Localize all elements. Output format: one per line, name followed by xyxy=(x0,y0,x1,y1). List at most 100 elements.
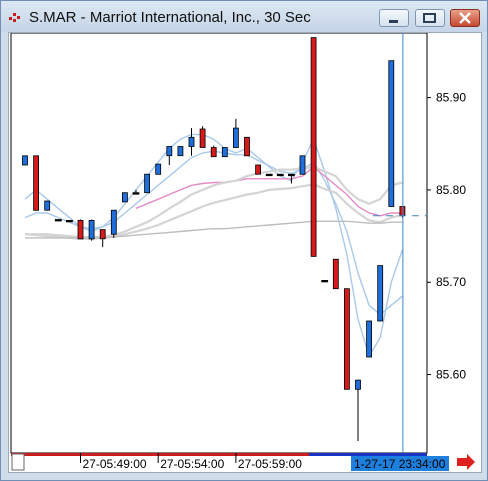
candle-8 xyxy=(110,209,117,238)
title-bar[interactable]: S.MAR - Marriot International, Inc., 30 … xyxy=(1,1,487,32)
candle-body-2 xyxy=(44,200,51,211)
time-axis-strip xyxy=(11,453,427,456)
time-axis-selection-strip xyxy=(309,453,427,456)
candle-body-10 xyxy=(132,192,140,195)
minimize-button[interactable] xyxy=(379,9,409,27)
candle-23 xyxy=(276,173,284,177)
candle-21 xyxy=(255,164,262,175)
candle-body-22 xyxy=(265,173,273,177)
candle-body-20 xyxy=(244,136,250,157)
close-button[interactable] xyxy=(450,9,480,27)
candle-body-31 xyxy=(366,320,373,358)
candle-body-13 xyxy=(166,146,173,157)
candle-body-14 xyxy=(177,146,184,157)
candle-20 xyxy=(244,136,250,157)
candle-1 xyxy=(33,155,40,211)
candle-body-9 xyxy=(122,192,128,203)
close-icon xyxy=(459,12,471,24)
candle-body-33 xyxy=(388,60,395,207)
candle-7 xyxy=(99,229,106,248)
candle-9 xyxy=(122,192,128,203)
price-axis: 85.90 85.80 85.70 85.60 xyxy=(427,91,466,382)
candle-0 xyxy=(22,155,28,166)
arrow-right-icon xyxy=(457,454,475,470)
chart-area[interactable]: 85.90 85.80 85.70 85.60 27-05:49:00 27-05:54… xyxy=(8,32,482,473)
candle-body-24 xyxy=(287,173,295,177)
candle-16 xyxy=(199,126,206,148)
candle-3 xyxy=(54,219,62,222)
candle-body-29 xyxy=(343,288,350,390)
candle-25 xyxy=(299,155,306,175)
minimize-icon xyxy=(389,20,398,23)
candle-32 xyxy=(377,265,384,322)
candle-body-28 xyxy=(332,258,339,290)
candle-5 xyxy=(77,219,84,240)
window-title: S.MAR - Marriot International, Inc., 30 … xyxy=(29,9,311,26)
moving-average-layer xyxy=(24,133,404,358)
candle-17 xyxy=(210,145,217,158)
candle-body-19 xyxy=(232,127,239,148)
candle-body-21 xyxy=(255,164,262,175)
candle-body-1 xyxy=(33,155,40,211)
current-time-label: 1-27-17 23:34:00 xyxy=(354,457,446,471)
plot-frame xyxy=(10,33,428,454)
candle-body-5 xyxy=(77,219,84,240)
scroll-right-button[interactable] xyxy=(457,454,475,470)
candle-body-17 xyxy=(210,147,217,158)
candle-body-15 xyxy=(188,136,195,147)
candle-11 xyxy=(144,173,151,194)
candle-body-23 xyxy=(276,173,284,177)
candle-22 xyxy=(265,173,273,177)
current-time-label-bg xyxy=(351,456,449,471)
candle-18 xyxy=(221,147,228,158)
maximize-icon xyxy=(423,13,436,23)
chart-app-icon xyxy=(9,13,20,22)
moving-average-line-3 xyxy=(25,165,403,239)
price-tick-label-3: 85.60 xyxy=(436,368,466,382)
candle-body-25 xyxy=(299,155,306,175)
candle-2 xyxy=(44,200,51,211)
candle-19 xyxy=(232,118,239,148)
price-tick-label-0: 85.90 xyxy=(436,91,466,105)
candle-14 xyxy=(177,146,184,157)
candle-body-3 xyxy=(54,219,62,222)
candle-body-11 xyxy=(144,173,151,194)
candle-12 xyxy=(155,163,162,175)
moving-average-line-5 xyxy=(25,220,403,239)
candle-body-18 xyxy=(221,147,228,158)
moving-average-line-0 xyxy=(24,133,404,358)
candle-28 xyxy=(332,258,339,290)
price-tick-label-1: 85.80 xyxy=(436,183,466,197)
time-tick-label-2: 27-05:59:00 xyxy=(238,457,302,471)
candle-31 xyxy=(366,320,373,358)
candle-29 xyxy=(343,288,350,390)
candle-13 xyxy=(166,146,173,165)
candle-10 xyxy=(132,189,140,195)
moving-average-line-4 xyxy=(24,183,403,240)
candle-body-6 xyxy=(88,219,95,240)
candle-body-32 xyxy=(377,265,384,322)
candle-body-4 xyxy=(66,219,73,223)
candle-body-16 xyxy=(199,128,206,148)
candle-6 xyxy=(88,219,95,241)
time-tick-label-0: 27-05:49:00 xyxy=(83,457,147,471)
candle-15 xyxy=(188,128,195,156)
candle-body-0 xyxy=(22,155,28,166)
time-axis[interactable]: 27-05:49:00 27-05:54:00 27-05:59:00 1-27-1… xyxy=(11,453,449,471)
candle-body-12 xyxy=(155,163,162,175)
candle-26 xyxy=(310,37,317,257)
candle-body-30 xyxy=(355,379,361,390)
candle-body-26 xyxy=(310,37,317,257)
candle-layer xyxy=(22,37,406,441)
candle-30 xyxy=(355,379,361,441)
time-ticks: 27-05:49:00 27-05:54:00 27-05:59:00 xyxy=(80,453,302,471)
price-tick-label-2: 85.70 xyxy=(436,275,466,289)
candlestick-chart[interactable]: 85.90 85.80 85.70 85.60 27-05:49:00 27-05:54… xyxy=(9,33,481,472)
candle-body-7 xyxy=(99,229,106,240)
candle-body-27 xyxy=(321,279,329,283)
maximize-button[interactable] xyxy=(415,9,445,27)
candle-24 xyxy=(287,173,295,184)
time-tick-label-1: 27-05:54:00 xyxy=(160,457,224,471)
scroll-handle[interactable] xyxy=(11,453,25,471)
